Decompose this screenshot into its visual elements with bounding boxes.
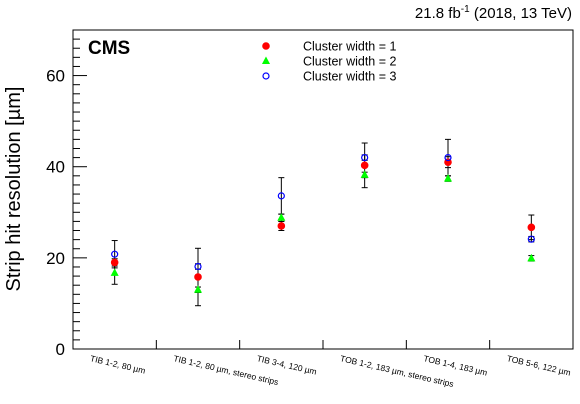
legend-marker bbox=[262, 42, 270, 50]
y-tick-label: 40 bbox=[46, 158, 65, 177]
data-point bbox=[110, 258, 119, 267]
data-point bbox=[111, 250, 119, 258]
y-tick-label: 0 bbox=[56, 340, 65, 359]
data-point bbox=[360, 161, 369, 170]
y-axis-label: Strip hit resolution [µm] bbox=[3, 87, 25, 292]
data-point bbox=[360, 170, 369, 178]
data-point bbox=[110, 268, 119, 276]
data-marks bbox=[110, 138, 536, 307]
x-axis-category-labels: TIB 1-2, 80 µm TIB 1-2, 80 µm, stereo str… bbox=[89, 353, 571, 389]
legend-label: Cluster width = 3 bbox=[303, 70, 396, 84]
data-point bbox=[277, 192, 285, 200]
x-axis-ticks bbox=[72, 340, 574, 349]
y-tick-label: 20 bbox=[46, 249, 65, 268]
lumi-label: 21.8 fb-1 (2018, 13 TeV) bbox=[415, 4, 572, 22]
data-point bbox=[194, 273, 202, 281]
x-category-label: TOB 5-6, 122 µm bbox=[506, 353, 572, 377]
data-point bbox=[527, 235, 535, 243]
data-point bbox=[194, 262, 202, 271]
legend-marker bbox=[261, 56, 271, 64]
x-category-label: TIB 1-2, 80 µm bbox=[89, 353, 146, 375]
data-point bbox=[527, 253, 536, 262]
data-point bbox=[193, 285, 203, 293]
data-point bbox=[277, 222, 286, 230]
data-point bbox=[527, 223, 536, 232]
experiment-label: CMS bbox=[88, 38, 130, 59]
data-point bbox=[361, 154, 369, 162]
legend-label: Cluster width = 1 bbox=[303, 40, 396, 54]
legend-label: Cluster width = 2 bbox=[303, 55, 396, 69]
data-point bbox=[444, 154, 452, 162]
data-point bbox=[443, 174, 453, 182]
y-axis-ticks: 0 20 40 60 bbox=[46, 29, 87, 359]
legend-marker bbox=[262, 72, 270, 80]
y-tick-label: 60 bbox=[46, 67, 65, 86]
data-point bbox=[277, 213, 286, 221]
